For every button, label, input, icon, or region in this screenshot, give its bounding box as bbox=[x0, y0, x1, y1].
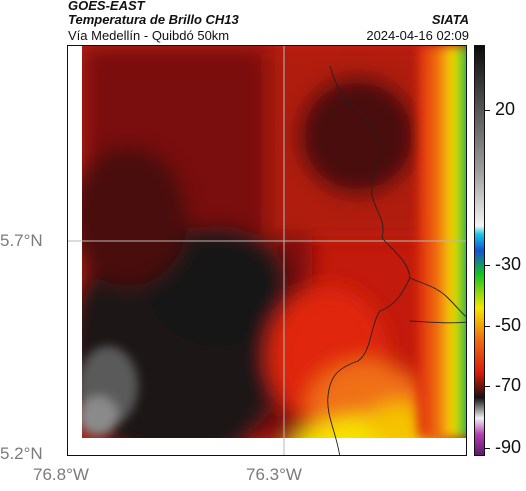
colorbar-tick bbox=[485, 326, 490, 327]
lon-label-76-8: 76.8°W bbox=[33, 465, 89, 484]
colorbar-tick bbox=[485, 265, 490, 266]
lat-label-5-7: 5.7°N bbox=[0, 231, 43, 250]
colorbar-label-minus-30: -30 bbox=[495, 254, 522, 274]
brightness-temperature-map bbox=[68, 46, 466, 455]
satellite-title: GOES-EAST bbox=[68, 0, 145, 13]
department-boundaries bbox=[327, 65, 466, 455]
colorbar-tick bbox=[485, 386, 490, 387]
temperature-field bbox=[68, 46, 466, 455]
product-title: Temperatura de Brillo CH13 bbox=[68, 12, 239, 27]
colorbar-label-minus-50: -50 bbox=[495, 315, 522, 335]
organization-label: SIATA bbox=[431, 12, 469, 27]
colorbar-tick bbox=[485, 448, 490, 449]
timestamp-label: 2024-04-16 02:09 bbox=[366, 28, 469, 43]
colorbar-label-minus-90: -90 bbox=[495, 437, 522, 457]
map-panel[interactable] bbox=[67, 45, 467, 456]
colorbar bbox=[474, 45, 485, 456]
lat-label-5-2: 5.2°N bbox=[0, 444, 43, 463]
colorbar-label-minus-70: -70 bbox=[495, 375, 522, 395]
colorbar-label-20: 20 bbox=[495, 99, 516, 119]
colorbar-tick bbox=[485, 110, 490, 111]
region-subtitle: Vía Medellín - Quibdó 50km bbox=[68, 28, 230, 43]
map-gridlines bbox=[68, 46, 466, 455]
lon-label-76-3: 76.3°W bbox=[246, 465, 302, 484]
